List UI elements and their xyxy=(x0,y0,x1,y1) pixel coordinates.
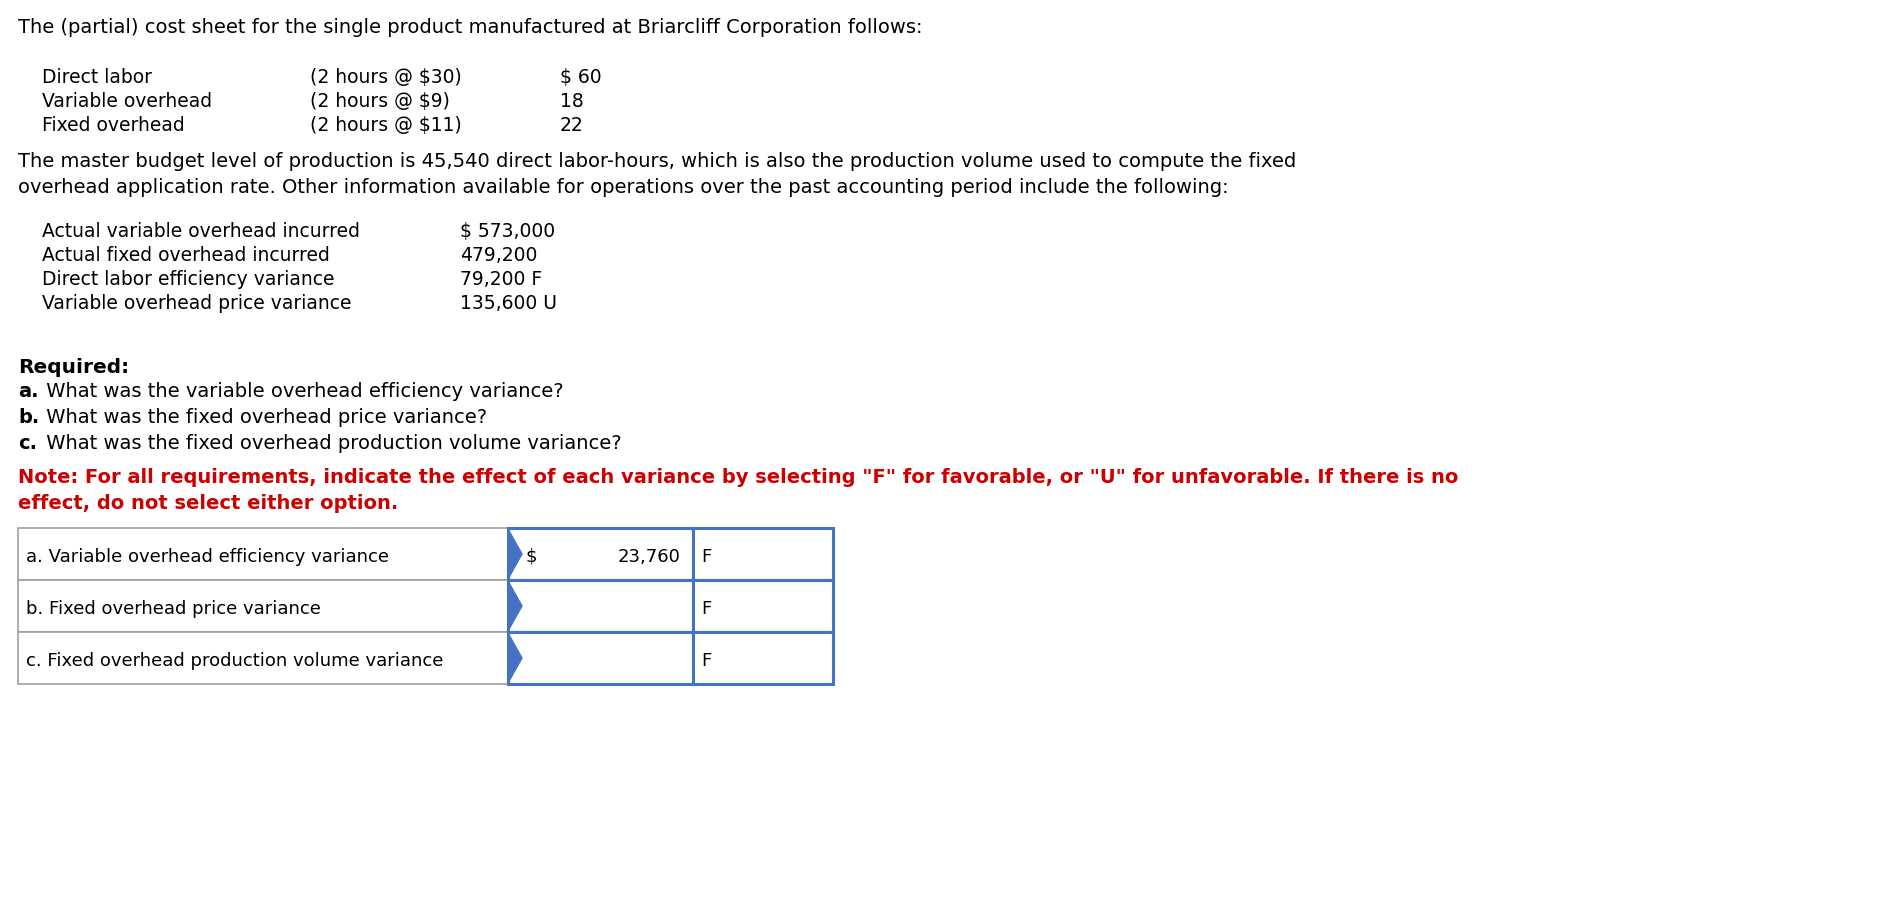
Text: 479,200: 479,200 xyxy=(461,246,537,265)
Text: $: $ xyxy=(525,548,537,566)
Bar xyxy=(508,528,694,580)
Text: a.: a. xyxy=(17,382,38,401)
Bar xyxy=(17,528,508,580)
Text: Variable overhead price variance: Variable overhead price variance xyxy=(42,294,351,313)
Polygon shape xyxy=(508,581,521,631)
Text: Direct labor efficiency variance: Direct labor efficiency variance xyxy=(42,270,334,289)
Bar xyxy=(508,580,694,632)
Text: Actual variable overhead incurred: Actual variable overhead incurred xyxy=(42,222,360,241)
Text: a. Variable overhead efficiency variance: a. Variable overhead efficiency variance xyxy=(27,548,389,566)
Text: b. Fixed overhead price variance: b. Fixed overhead price variance xyxy=(27,600,320,618)
Text: Direct labor: Direct labor xyxy=(42,68,152,87)
Text: What was the fixed overhead production volume variance?: What was the fixed overhead production v… xyxy=(40,434,622,453)
Bar xyxy=(508,632,694,684)
Text: Required:: Required: xyxy=(17,358,129,377)
Text: c.: c. xyxy=(17,434,38,453)
Text: Variable overhead: Variable overhead xyxy=(42,92,212,111)
Text: 135,600 U: 135,600 U xyxy=(461,294,557,313)
Text: $ 573,000: $ 573,000 xyxy=(461,222,556,241)
Text: effect, do not select either option.: effect, do not select either option. xyxy=(17,494,398,513)
Text: 22: 22 xyxy=(559,116,584,135)
Text: (2 hours @ $9): (2 hours @ $9) xyxy=(311,92,449,111)
Text: The (partial) cost sheet for the single product manufactured at Briarcliff Corpo: The (partial) cost sheet for the single … xyxy=(17,18,923,37)
Text: (2 hours @ $11): (2 hours @ $11) xyxy=(311,116,463,135)
Text: overhead application rate. Other information available for operations over the p: overhead application rate. Other informa… xyxy=(17,178,1229,197)
Bar xyxy=(694,632,832,684)
Text: Fixed overhead: Fixed overhead xyxy=(42,116,184,135)
Text: What was the variable overhead efficiency variance?: What was the variable overhead efficienc… xyxy=(40,382,563,401)
Text: Note: For all requirements, indicate the effect of each variance by selecting "F: Note: For all requirements, indicate the… xyxy=(17,468,1458,487)
Text: 23,760: 23,760 xyxy=(618,548,681,566)
Text: F: F xyxy=(702,548,711,566)
Text: What was the fixed overhead price variance?: What was the fixed overhead price varian… xyxy=(40,408,487,427)
Bar xyxy=(694,528,832,580)
Text: $ 60: $ 60 xyxy=(559,68,601,87)
Text: b.: b. xyxy=(17,408,40,427)
Text: (2 hours @ $30): (2 hours @ $30) xyxy=(311,68,463,87)
Bar xyxy=(17,580,508,632)
Text: 18: 18 xyxy=(559,92,584,111)
Polygon shape xyxy=(508,529,521,579)
Bar xyxy=(17,632,508,684)
Text: c. Fixed overhead production volume variance: c. Fixed overhead production volume vari… xyxy=(27,652,444,670)
Text: Actual fixed overhead incurred: Actual fixed overhead incurred xyxy=(42,246,330,265)
Polygon shape xyxy=(508,633,521,683)
Text: F: F xyxy=(702,652,711,670)
Bar xyxy=(694,580,832,632)
Text: F: F xyxy=(702,600,711,618)
Text: 79,200 F: 79,200 F xyxy=(461,270,542,289)
Text: The master budget level of production is 45,540 direct labor-hours, which is als: The master budget level of production is… xyxy=(17,152,1297,171)
